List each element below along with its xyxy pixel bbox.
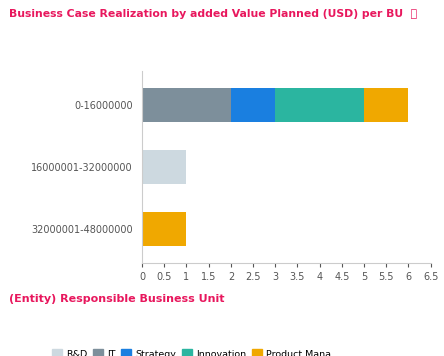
- Legend: R&D, IT, Strategy, Innovation, Product Mana...: R&D, IT, Strategy, Innovation, Product M…: [52, 349, 340, 356]
- Bar: [275, 88, 364, 122]
- Text: (Entity) Responsible Business Unit: (Entity) Responsible Business Unit: [9, 294, 224, 304]
- Bar: [364, 88, 408, 122]
- Bar: [231, 88, 275, 122]
- Bar: [142, 88, 231, 122]
- Bar: [142, 212, 186, 246]
- Text: Business Case Realization by added Value Planned (USD) per BU  ⓘ: Business Case Realization by added Value…: [9, 9, 417, 19]
- Bar: [142, 150, 186, 184]
